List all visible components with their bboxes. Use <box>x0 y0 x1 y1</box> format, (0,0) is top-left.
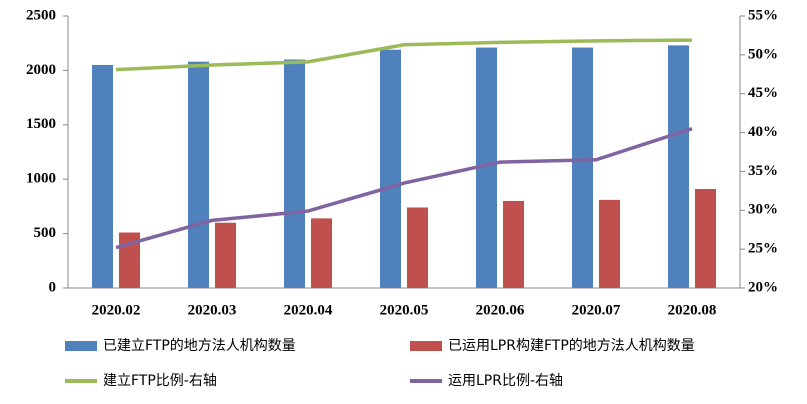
x-tick-label: 2020.05 <box>380 302 429 318</box>
y-tick-label: 500 <box>34 225 57 241</box>
x-tick-label: 2020.04 <box>284 302 333 318</box>
x-tick-label: 2020.02 <box>92 302 141 318</box>
y2-tick-label: 55% <box>748 7 778 23</box>
y2-tick-label: 25% <box>748 241 778 257</box>
legend-label: 已运用LPR构建FTP的地方法人机构数量 <box>448 338 695 354</box>
y2-tick-label: 40% <box>748 124 778 140</box>
bar <box>695 188 716 288</box>
y2-tick-label: 45% <box>748 85 778 101</box>
bar <box>476 47 497 288</box>
bar <box>311 218 332 288</box>
x-tick-label: 2020.08 <box>668 302 717 318</box>
bar <box>284 59 305 288</box>
legend-label: 已建立FTP的地方法人机构数量 <box>103 338 296 354</box>
bar <box>92 64 113 289</box>
y-tick-label: 2500 <box>26 7 56 23</box>
bar <box>599 199 620 288</box>
legend-swatch <box>65 341 97 351</box>
bar <box>188 61 209 288</box>
x-tick-label: 2020.06 <box>476 302 525 318</box>
legend-swatch <box>410 341 442 351</box>
legend-label: 运用LPR比例-右轴 <box>448 373 563 389</box>
y-tick-label: 2000 <box>26 62 56 78</box>
y2-tick-label: 30% <box>748 202 778 218</box>
y2-tick-label: 20% <box>748 279 778 295</box>
bar <box>407 207 428 288</box>
bar <box>215 222 236 288</box>
line <box>115 38 693 72</box>
bar <box>380 49 401 289</box>
y2-tick-label: 35% <box>748 163 778 179</box>
x-tick-label: 2020.07 <box>572 302 621 318</box>
y-tick-label: 1500 <box>26 116 56 132</box>
y-tick-label: 0 <box>49 279 57 295</box>
bar <box>503 200 524 288</box>
x-tick-label: 2020.03 <box>188 302 237 318</box>
y-tick-label: 1000 <box>26 171 56 187</box>
bar <box>572 47 593 288</box>
y2-tick-label: 50% <box>748 46 778 62</box>
line <box>115 127 693 250</box>
bar <box>668 45 689 288</box>
legend-label: 建立FTP比例-右轴 <box>103 373 217 389</box>
